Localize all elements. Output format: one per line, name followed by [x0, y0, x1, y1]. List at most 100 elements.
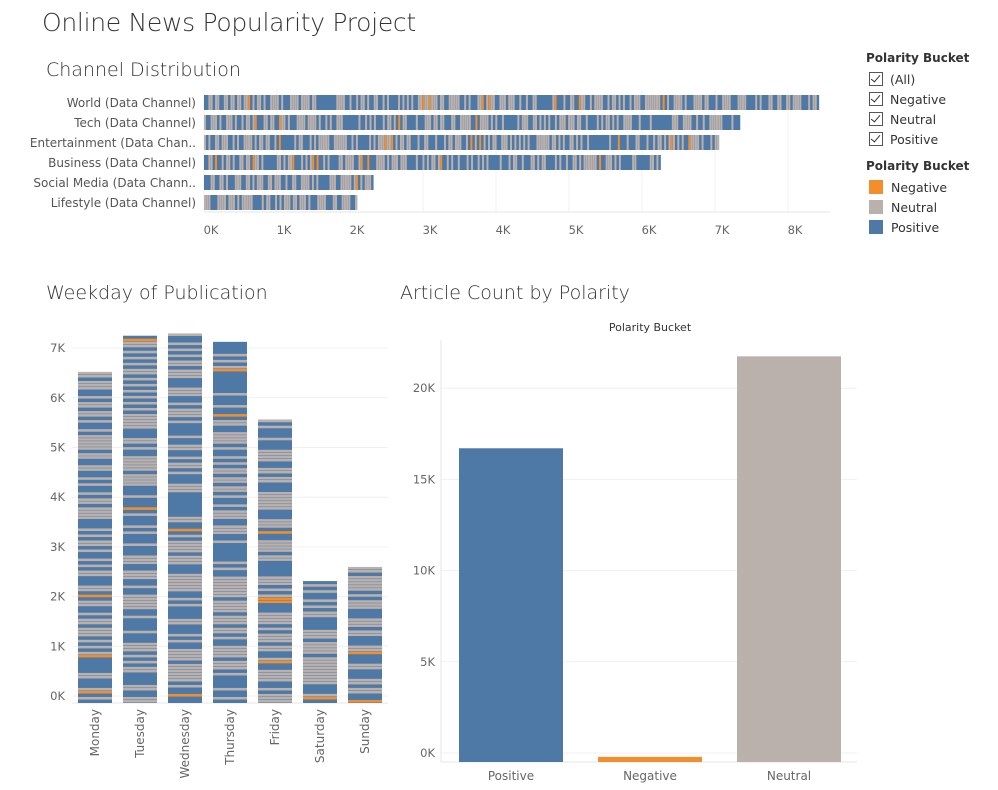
- weekday-bar[interactable]: [123, 335, 157, 703]
- filter-option-positive[interactable]: Positive: [866, 129, 969, 149]
- weekday-bar-stripe: [168, 393, 202, 397]
- filter-option-neutral[interactable]: Neutral: [866, 109, 969, 129]
- weekday-bar[interactable]: [213, 341, 247, 703]
- channel-bar-stripe: [576, 115, 579, 130]
- channel-bar-stripe: [523, 115, 526, 130]
- weekday-bar-stripe: [213, 615, 247, 619]
- channel-bar-stripe: [325, 115, 328, 130]
- polarity-bar-positive[interactable]: [459, 448, 563, 762]
- weekday-bar-stripe: [213, 477, 247, 480]
- channel-bar-stripe: [347, 155, 350, 170]
- channel-bar-stripe: [792, 95, 795, 110]
- channel-bar-stripe: [487, 135, 490, 150]
- channel-bar-stripe: [287, 155, 290, 170]
- channel-bar[interactable]: [204, 195, 358, 210]
- channel-bar-stripe: [587, 135, 590, 150]
- channel-bar-stripe: [439, 95, 442, 110]
- weekday-bar-stripe: [258, 678, 292, 682]
- weekday-bar-stripe: [78, 374, 112, 378]
- channel-bar-stripe: [252, 115, 255, 130]
- weekday-bar[interactable]: [168, 333, 202, 703]
- weekday-bar-stripe: [168, 402, 202, 406]
- channel-bar-stripe: [605, 115, 608, 130]
- channel-bar-stripe: [731, 115, 734, 130]
- weekday-bar-stripe: [258, 452, 292, 456]
- channel-bar-stripe: [230, 115, 233, 130]
- weekday-bar-stripe: [258, 501, 292, 504]
- channel-bar[interactable]: [204, 155, 661, 170]
- polarity-bar-neutral[interactable]: [737, 356, 841, 762]
- channel-bar-stripe: [248, 115, 251, 130]
- color-legend-item-neutral[interactable]: Neutral: [866, 197, 969, 217]
- channel-bar-stripe: [612, 115, 615, 130]
- weekday-bar-stripe: [303, 614, 337, 618]
- channel-bar-stripe: [250, 195, 253, 210]
- weekday-bar-stripe: [348, 621, 382, 624]
- channel-bar-stripe: [494, 135, 497, 150]
- y-tick-label: 20K: [413, 381, 436, 395]
- channel-bar[interactable]: [204, 115, 741, 130]
- weekday-bar-stripe: [168, 582, 202, 586]
- channel-bar-stripe: [332, 195, 335, 210]
- color-legend-item-positive[interactable]: Positive: [866, 217, 969, 237]
- channel-bar-stripe: [692, 135, 695, 150]
- channel-bar-stripe: [481, 95, 484, 110]
- channel-bar-stripe: [435, 135, 438, 150]
- filter-option-all[interactable]: (All): [866, 69, 969, 89]
- channel-bar-stripe: [369, 135, 372, 150]
- channel-bar-stripe: [626, 135, 629, 150]
- checkbox-checked-icon[interactable]: [869, 112, 883, 126]
- channel-bar-stripe: [360, 95, 363, 110]
- channel-bar-stripe: [671, 115, 674, 130]
- channel-bar-stripe: [406, 95, 409, 110]
- channel-bar-stripe: [210, 175, 213, 190]
- weekday-bar-stripe: [348, 681, 382, 685]
- weekday-bar-stripe: [303, 635, 337, 639]
- channel-bar-stripe: [492, 135, 495, 150]
- channel-bar[interactable]: [204, 95, 820, 110]
- color-legend-item-negative[interactable]: Negative: [866, 177, 969, 197]
- y-tick-label: 10K: [413, 564, 436, 578]
- channel-bar-stripe: [482, 115, 485, 130]
- channel-bar-stripe: [343, 195, 346, 210]
- weekday-bar-stripe: [123, 699, 157, 703]
- checkbox-checked-icon[interactable]: [869, 92, 883, 106]
- weekday-bar[interactable]: [303, 581, 337, 703]
- weekday-bar-stripe: [213, 504, 247, 507]
- weekday-bar[interactable]: [78, 371, 112, 703]
- channel-bar-stripe: [695, 95, 698, 110]
- weekday-bar-stripe: [258, 687, 292, 691]
- channel-bar-stripe: [638, 95, 641, 110]
- channel-bar-stripe: [239, 175, 242, 190]
- weekday-bar-stripe: [348, 690, 382, 694]
- weekday-bar-stripe: [258, 657, 292, 661]
- checkbox-checked-icon[interactable]: [869, 132, 883, 146]
- weekday-bar-stripe: [303, 611, 337, 615]
- weekday-bar-stripe: [213, 609, 247, 613]
- weekday-bar-stripe: [258, 597, 292, 601]
- channel-bar-stripe: [301, 155, 304, 170]
- weekday-bar[interactable]: [348, 566, 382, 703]
- polarity-bar-negative[interactable]: [598, 756, 702, 762]
- weekday-bar[interactable]: [258, 419, 292, 703]
- channel-bar-stripe: [364, 175, 367, 190]
- channel-bar-stripe: [349, 175, 352, 190]
- channel-bar-stripe: [307, 95, 310, 110]
- channel-bar-stripe: [440, 115, 443, 130]
- channel-bar-stripe: [670, 135, 673, 150]
- weekday-bar-stripe: [213, 353, 247, 357]
- channel-bar-stripe: [245, 95, 248, 110]
- weekday-bar-stripe: [123, 630, 157, 634]
- weekday-bar-stripe: [168, 684, 202, 688]
- weekday-bar-stripe: [123, 687, 157, 691]
- weekday-bar-stripe: [168, 555, 202, 559]
- filter-option-negative[interactable]: Negative: [866, 89, 969, 109]
- checkbox-checked-icon[interactable]: [869, 72, 883, 86]
- weekday-bar-stripe: [78, 507, 112, 510]
- channel-bar[interactable]: [204, 135, 720, 150]
- channel-bar-stripe: [226, 175, 229, 190]
- weekday-bar-stripe: [168, 693, 202, 697]
- channel-bar[interactable]: [204, 175, 374, 190]
- channel-bar-stripe: [228, 155, 231, 170]
- weekday-bar-stripe: [168, 486, 202, 490]
